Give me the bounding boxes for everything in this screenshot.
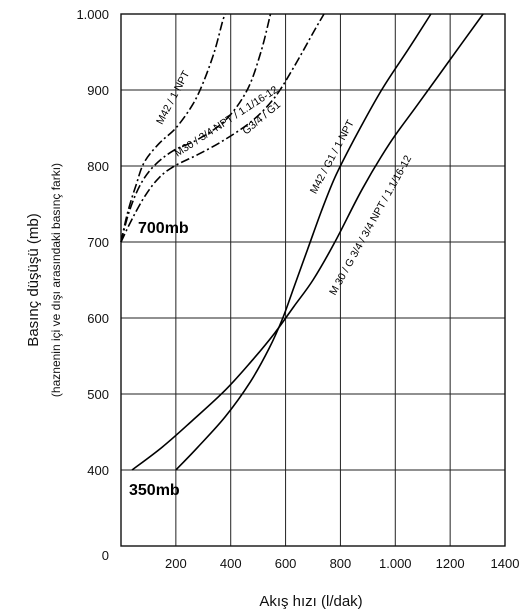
x-tick-label: 400 xyxy=(220,556,242,571)
y-tick-label: 900 xyxy=(87,83,109,98)
series-line-1 xyxy=(120,13,226,243)
series-line-3 xyxy=(120,13,325,243)
x-tick-label: 800 xyxy=(330,556,352,571)
y-tick-label: 800 xyxy=(87,159,109,174)
y-tick-label: 600 xyxy=(87,311,109,326)
y-tick-label: 400 xyxy=(87,463,109,478)
series-line-2 xyxy=(120,13,272,243)
band-label-350mb: 350mb xyxy=(129,482,180,499)
tick-labels: 0 200 400 600 800 1.000 1200 1400 400 500 600 700 80… xyxy=(76,7,519,571)
series-line-4 xyxy=(175,13,432,471)
x-tick-label: 200 xyxy=(165,556,187,571)
band-label-700mb: 700mb xyxy=(138,220,189,237)
x-tick-label: 1200 xyxy=(436,556,465,571)
origin-label: 0 xyxy=(102,548,109,563)
y-tick-label: 1.000 xyxy=(76,7,109,22)
series-line-5 xyxy=(131,13,484,471)
x-tick-label: 1.000 xyxy=(379,556,412,571)
grid xyxy=(121,14,505,546)
x-axis-title: Akış hızı (l/dak) xyxy=(259,593,362,610)
y-tick-label: 700 xyxy=(87,235,109,250)
y-tick-label: 500 xyxy=(87,387,109,402)
y-axis-subtitle: (haznenin içi ve dışı arasındaki basınç … xyxy=(49,163,63,397)
curves xyxy=(120,13,484,471)
series-label-1: M42 / 1 NPT xyxy=(154,68,193,126)
x-tick-label: 1400 xyxy=(491,556,520,571)
y-axis-title: Basınç düşüşü (mb) xyxy=(25,213,42,346)
plot-frame xyxy=(120,13,506,547)
x-tick-label: 600 xyxy=(275,556,297,571)
